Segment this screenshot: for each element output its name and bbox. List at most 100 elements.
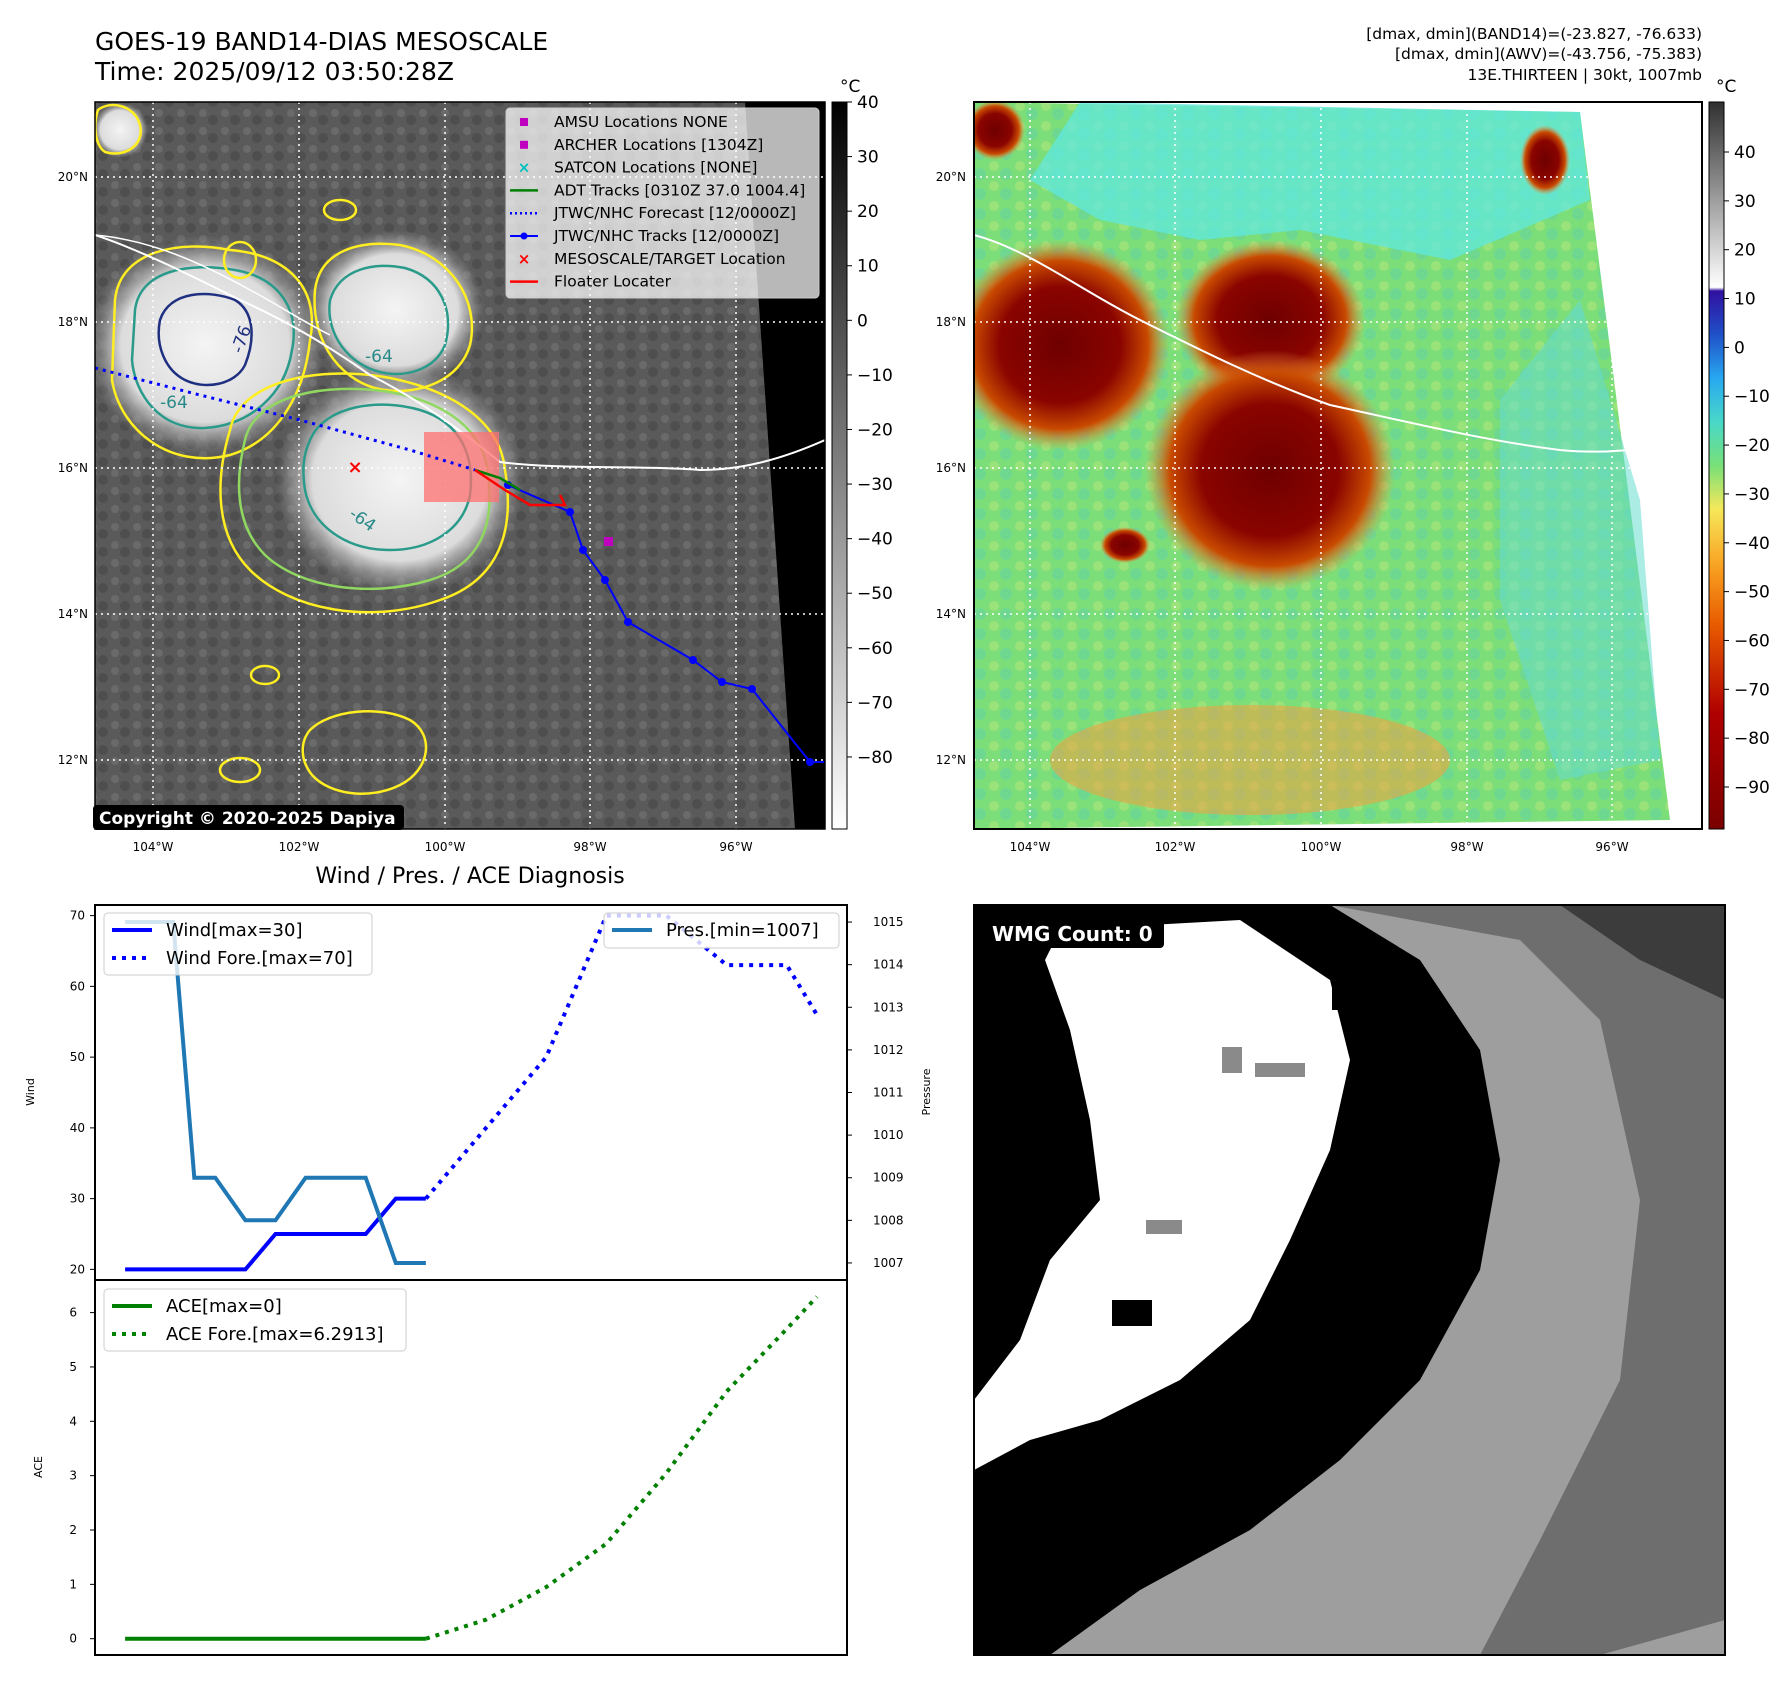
colorbar-tick-label: −30 xyxy=(857,475,893,495)
wind-tick-label: 40 xyxy=(70,1121,85,1135)
mesoscale-target-marker: × xyxy=(347,457,362,478)
wmg-darker-corner xyxy=(1560,905,1725,1000)
legend-marker xyxy=(520,232,528,240)
coastline-awv xyxy=(974,234,1702,453)
lon-label: 96°W xyxy=(1595,840,1628,854)
colorbar-color-ticks: 40 30 20 10 0 −10 −20 −30 −40 −50 −60 −70 −80 −90 xyxy=(1724,143,1770,798)
colorbar-tick-label: −50 xyxy=(857,584,893,604)
wmg-gray-cell xyxy=(1222,1047,1242,1073)
lon-label: 100°W xyxy=(1301,840,1342,854)
colorbar-tick-label: 10 xyxy=(857,257,879,277)
colorbar-tick-label: −30 xyxy=(1734,485,1770,505)
contour-teal-north xyxy=(328,264,450,376)
colorbar-tick-label: 0 xyxy=(1734,338,1745,358)
legend-x-marker: × xyxy=(518,159,531,177)
contour-teal-center xyxy=(302,403,473,552)
legend-pressure: Pres.[min=1007] xyxy=(666,920,819,941)
lon-label: 100°W xyxy=(425,840,466,854)
lon-label: 98°W xyxy=(573,840,606,854)
diagnosis-title: Wind / Pres. / ACE Diagnosis xyxy=(315,864,624,889)
contour-teal-west xyxy=(130,266,295,430)
contour-navy-west xyxy=(157,292,253,387)
lon-label: 102°W xyxy=(1155,840,1196,854)
map1-lon-labels: 104°W 102°W 100°W 98°W 96°W xyxy=(133,840,753,854)
map2-lat-labels: 20°N 18°N 16°N 14°N 12°N xyxy=(936,170,966,767)
legend-label: SATCON Locations [NONE] xyxy=(554,159,757,177)
lat-label: 20°N xyxy=(58,170,88,184)
ace-series xyxy=(125,1295,819,1641)
wind-tick-label: 70 xyxy=(70,909,85,923)
series-ace-fore-max xyxy=(425,1295,819,1641)
colorbar-tick-label: −80 xyxy=(1734,729,1770,749)
cold-cloud-small xyxy=(1100,527,1150,563)
pressure-tick-label: 1011 xyxy=(873,1086,904,1100)
legend-label: Floater Locater xyxy=(554,273,672,291)
colorbar-tick-label: −10 xyxy=(857,366,893,386)
pressure-tick-label: 1014 xyxy=(873,958,904,972)
legend-wind: Wind[max=30] xyxy=(166,920,303,941)
pressure-tick-label: 1007 xyxy=(873,1256,904,1270)
legend-entry: × MESOSCALE/TARGET Location xyxy=(518,250,786,268)
wind-tick-label: 50 xyxy=(70,1050,85,1064)
ace-chart: ACE 6 5 4 3 2 1 0 ACE[max=0] ACE Fore.[max=6.2… xyxy=(32,1279,848,1656)
wmg-dark-region xyxy=(1330,905,1725,1655)
lat-label: 14°N xyxy=(58,607,88,621)
cloud-north xyxy=(305,230,485,390)
floater-track xyxy=(474,468,568,507)
wind-axis-label: Wind xyxy=(24,1078,37,1106)
lon-label: 96°W xyxy=(719,840,752,854)
legend-label: JTWC/NHC Forecast [12/0000Z] xyxy=(553,204,796,222)
ace-tick-label: 5 xyxy=(69,1360,77,1374)
awv-map-panel xyxy=(974,102,1702,829)
contour-yellow-center xyxy=(219,372,510,614)
contour-yellow-blob3 xyxy=(249,664,281,686)
map2-lon-labels: 104°W 102°W 100°W 98°W 96°W xyxy=(1010,840,1629,854)
copyright-text: Copyright © 2020-2025 Dapiya xyxy=(99,809,396,829)
wmg-black-cell xyxy=(1112,1300,1152,1326)
colorbar-tick-label: −10 xyxy=(1734,387,1770,407)
dmax-band14: [dmax, dmin](BAND14)=(-23.827, -76.633) xyxy=(1366,25,1702,43)
contour-yellow-south xyxy=(301,710,428,795)
contour-label-3: -64 xyxy=(365,347,393,367)
wind-ticks: 70 60 50 40 30 20 xyxy=(70,909,95,1276)
adt-track xyxy=(474,468,521,492)
legend-items: AMSU Locations NONE ARCHER Locations [130… xyxy=(510,113,805,291)
storm-info: 13E.THIRTEEN | 30kt, 1007mb xyxy=(1467,66,1702,84)
ace-tick-label: 0 xyxy=(69,1632,77,1646)
archer-location-marker xyxy=(604,537,613,546)
legend-label: ADT Tracks [0310Z 37.0 1004.4] xyxy=(554,181,805,199)
ace-ticks: 6 5 4 3 2 1 0 xyxy=(69,1306,95,1646)
legend-label: AMSU Locations NONE xyxy=(554,113,728,131)
contour-label-1: -64 xyxy=(160,393,188,413)
ace-axis-label: ACE xyxy=(32,1456,45,1478)
pressure-tick-label: 1012 xyxy=(873,1043,904,1057)
colorbar-tick-label: −70 xyxy=(857,693,893,713)
wind-tick-label: 30 xyxy=(70,1192,85,1206)
cold-cloud-west xyxy=(974,240,1170,450)
copyright-badge: Copyright © 2020-2025 Dapiya xyxy=(93,805,404,830)
contour-yellow-blob2 xyxy=(222,240,258,280)
legend-ace-fore: ACE Fore.[max=6.2913] xyxy=(166,1324,384,1345)
colorbar-color: °C 40 30 20 10 0 −10 −20 −30 −40 −50 −60 −70 −80 −90 xyxy=(1708,77,1770,830)
colorbar-tick-label: 30 xyxy=(1734,192,1756,212)
gridlines-awv xyxy=(974,102,1702,829)
wmg-white-core xyxy=(974,920,1350,1470)
colorbar-color-unit: °C xyxy=(1716,77,1736,97)
legend-label: ARCHER Locations [1304Z] xyxy=(554,136,763,154)
legend-entry: × SATCON Locations [NONE] xyxy=(518,159,758,177)
colorbar-tick-label: 40 xyxy=(1734,143,1756,163)
legend-label: JTWC/NHC Tracks [12/0000Z] xyxy=(553,227,779,245)
cold-cloud-ne xyxy=(1520,125,1570,195)
legend-entry: Floater Locater xyxy=(510,273,672,291)
legend-square-marker xyxy=(520,118,528,126)
ace-tick-label: 4 xyxy=(69,1414,77,1428)
contour-yellow-west xyxy=(110,245,314,460)
wmg-gray-cell xyxy=(1255,1063,1305,1077)
lat-label: 12°N xyxy=(58,753,88,767)
pressure-axis-label: Pressure xyxy=(920,1068,933,1115)
lon-label: 104°W xyxy=(133,840,174,854)
colorbar-tick-label: −70 xyxy=(1734,680,1770,700)
wmg-count-label: WMG Count: 0 xyxy=(992,922,1153,946)
colorbar-tick-label: −40 xyxy=(857,530,893,550)
